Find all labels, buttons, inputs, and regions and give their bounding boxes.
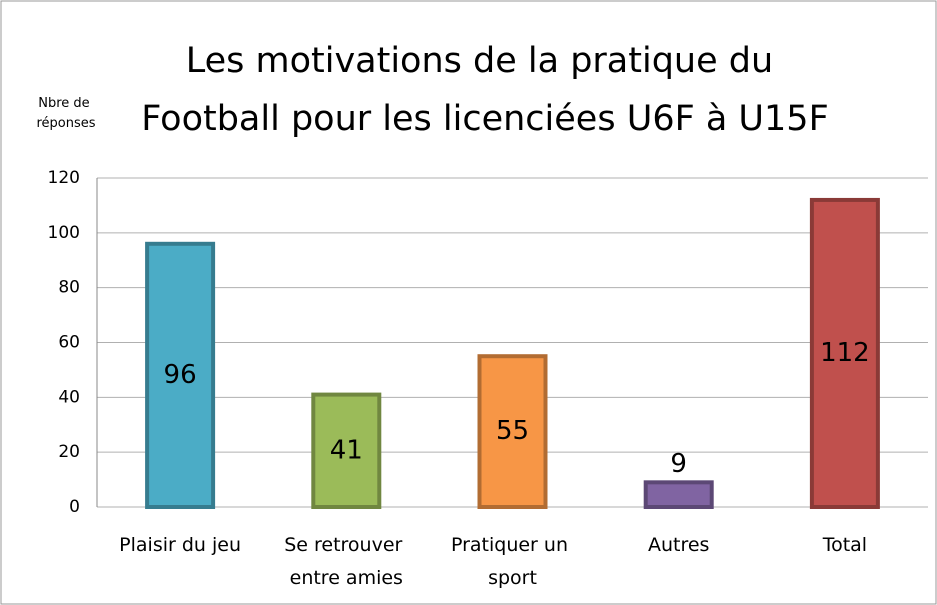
y-tick-label: 80 bbox=[58, 278, 80, 298]
y-tick-label: 100 bbox=[48, 223, 80, 243]
y-tick-label: 60 bbox=[58, 333, 80, 353]
bar bbox=[643, 480, 714, 510]
bar bbox=[477, 354, 548, 510]
y-tick-label: 0 bbox=[69, 497, 80, 517]
data-label: 55 bbox=[496, 416, 529, 446]
y-tick-label: 120 bbox=[48, 168, 80, 188]
data-label: 96 bbox=[164, 360, 197, 390]
bar bbox=[145, 241, 216, 510]
data-label: 112 bbox=[820, 338, 870, 368]
bar bbox=[311, 392, 382, 510]
x-tick-label: Autres bbox=[648, 534, 709, 556]
y-axis-label: Nbre de réponses bbox=[36, 96, 95, 131]
x-tick-label: Total bbox=[822, 534, 867, 556]
y-tick-label: 40 bbox=[58, 387, 80, 407]
chart-title: Les motivations de la pratique du Footba… bbox=[141, 41, 828, 139]
data-label: 41 bbox=[330, 435, 363, 465]
x-tick-label: Plaisir du jeu bbox=[119, 534, 241, 556]
data-label: 9 bbox=[670, 449, 687, 479]
x-tick-label: Se retrouver entre amies bbox=[284, 534, 408, 589]
x-tick-label: Pratiquer un sport bbox=[451, 534, 574, 589]
y-tick-label: 20 bbox=[58, 442, 80, 462]
bar bbox=[809, 197, 880, 510]
